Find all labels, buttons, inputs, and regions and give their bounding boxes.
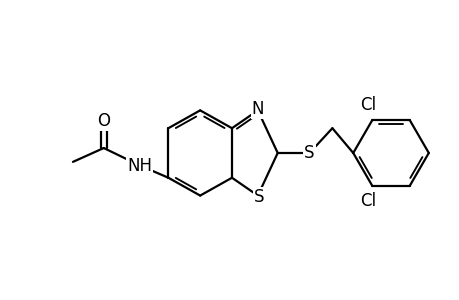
Text: Cl: Cl bbox=[359, 95, 375, 113]
Text: Cl: Cl bbox=[359, 192, 375, 210]
Text: N: N bbox=[251, 100, 263, 118]
Text: NH: NH bbox=[127, 157, 152, 175]
Text: S: S bbox=[253, 188, 263, 206]
Text: S: S bbox=[303, 144, 314, 162]
Text: O: O bbox=[97, 112, 110, 130]
